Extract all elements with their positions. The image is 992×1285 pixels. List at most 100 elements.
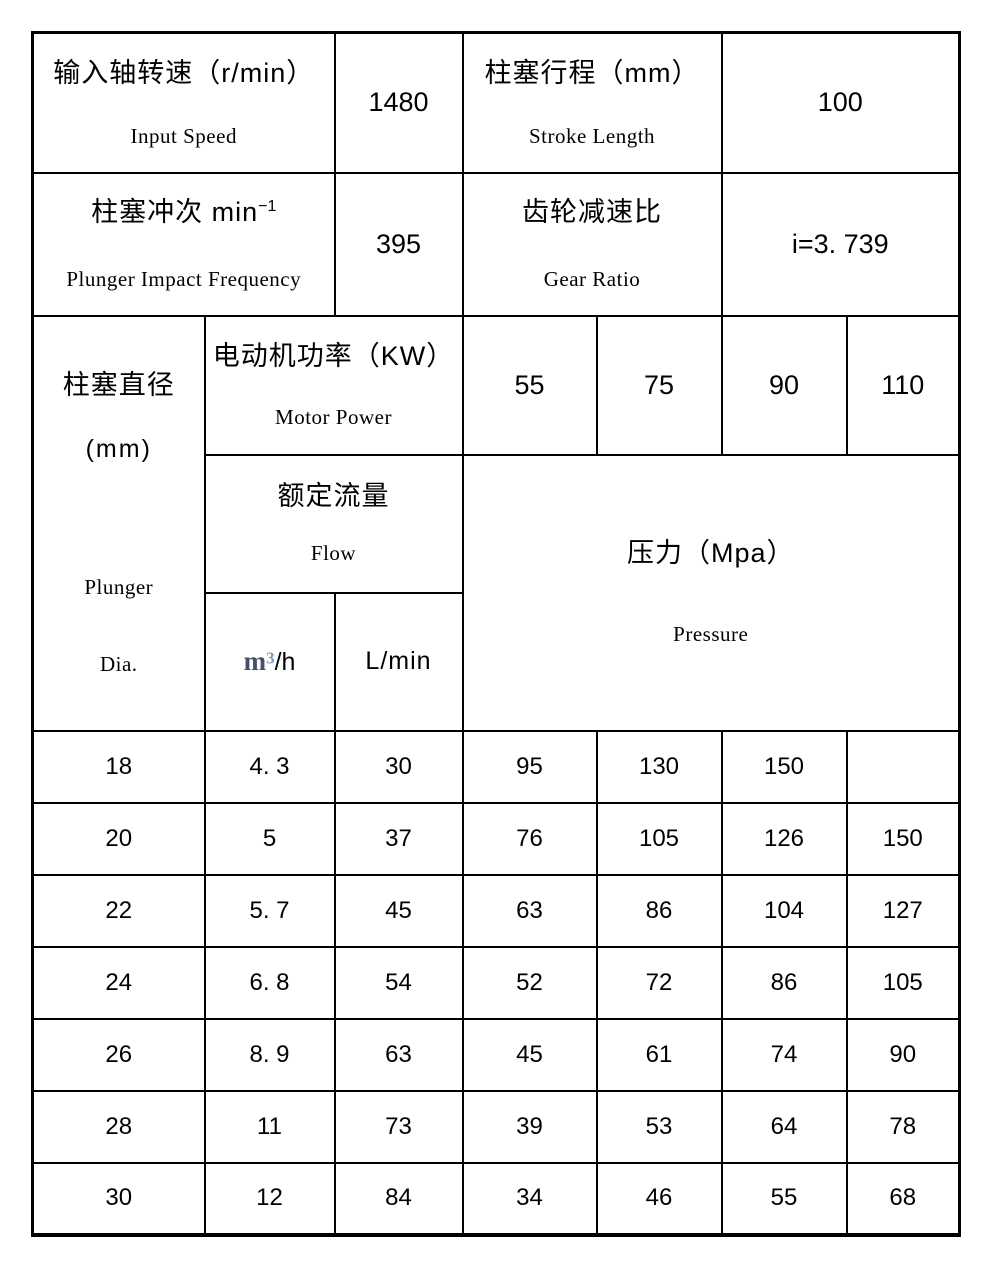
pressure-cell: 压力（Mpa） Pressure xyxy=(461,453,961,732)
input-speed-label-zh: 输入轴转速（r/min） xyxy=(53,57,315,88)
flow-unit-m3h: m3/h xyxy=(203,591,336,732)
flow-lmin-28: 73 xyxy=(333,1089,464,1164)
pressure-55kw-20: 76 xyxy=(461,801,598,876)
header-row-motor-power: 柱塞直径 (mm) Plunger Dia. 电动机功率（KW） Motor P… xyxy=(31,314,961,732)
gear-ratio-value: i=3. 739 xyxy=(720,171,961,317)
impact-frequency-superscript: −1 xyxy=(258,197,277,215)
gear-ratio-cell: 齿轮减速比 Gear Ratio xyxy=(461,171,723,317)
flow-m3h-26: 8. 9 xyxy=(203,1017,336,1092)
flow-unit-m3-base: m xyxy=(243,646,267,676)
flow-lmin-20: 37 xyxy=(333,801,464,876)
flow-m3h-20: 5 xyxy=(203,801,336,876)
pressure-110kw-20: 150 xyxy=(845,801,961,876)
input-speed-cell: 输入轴转速（r/min） Input Speed xyxy=(31,31,336,174)
stroke-length-value: 100 xyxy=(720,31,961,174)
data-row-18: 18 4. 3 30 95 130 150 xyxy=(31,729,961,804)
motor-power-value-75: 75 xyxy=(595,314,723,456)
header-row-input-speed: 输入轴转速（r/min） Input Speed 1480 柱塞行程（mm） S… xyxy=(31,31,961,174)
pressure-label-zh: 压力（Mpa） xyxy=(626,538,795,569)
pressure-90kw-20: 126 xyxy=(720,801,848,876)
pressure-90kw-30: 55 xyxy=(720,1161,848,1236)
plunger-dia-24: 24 xyxy=(31,945,206,1020)
pressure-75kw-26: 61 xyxy=(595,1017,723,1092)
pressure-110kw-28: 78 xyxy=(845,1089,961,1164)
impact-frequency-label-en: Plunger Impact Frequency xyxy=(66,266,302,291)
data-row-30: 30 12 84 34 46 55 68 xyxy=(31,1161,961,1236)
pressure-110kw-24: 105 xyxy=(845,945,961,1020)
pressure-90kw-26: 74 xyxy=(720,1017,848,1092)
pressure-75kw-24: 72 xyxy=(595,945,723,1020)
gear-ratio-label-zh: 齿轮减速比 xyxy=(522,196,662,227)
pressure-55kw-30: 34 xyxy=(461,1161,598,1236)
plunger-dia-label-zh: 柱塞直径 xyxy=(62,370,175,400)
header-row-impact-frequency: 柱塞冲次 min−1 Plunger Impact Frequency 395 … xyxy=(31,171,961,317)
motor-power-value-55: 55 xyxy=(461,314,598,456)
flow-lmin-30: 84 xyxy=(333,1161,464,1236)
motor-power-value-90: 90 xyxy=(720,314,848,456)
plunger-dia-18: 18 xyxy=(31,729,206,804)
input-speed-label-en: Input Speed xyxy=(130,123,237,148)
flow-label-zh: 额定流量 xyxy=(277,481,390,512)
pressure-110kw-18 xyxy=(845,729,961,804)
plunger-dia-30: 30 xyxy=(31,1161,206,1236)
flow-unit-m3-suffix: /h xyxy=(274,648,296,676)
pressure-55kw-26: 45 xyxy=(461,1017,598,1092)
pressure-110kw-22: 127 xyxy=(845,873,961,948)
pump-spec-table: 输入轴转速（r/min） Input Speed 1480 柱塞行程（mm） S… xyxy=(31,31,962,1237)
flow-unit-m3-superscript: 3 xyxy=(266,648,275,668)
stroke-length-label-en: Stroke Length xyxy=(528,123,656,148)
pressure-90kw-22: 104 xyxy=(720,873,848,948)
pressure-90kw-24: 86 xyxy=(720,945,848,1020)
motor-power-label-zh: 电动机功率（KW） xyxy=(212,340,455,371)
pressure-55kw-28: 39 xyxy=(461,1089,598,1164)
pressure-90kw-18: 150 xyxy=(720,729,848,804)
pressure-90kw-28: 64 xyxy=(720,1089,848,1164)
input-speed-value: 1480 xyxy=(333,31,464,174)
plunger-dia-unit: (mm) xyxy=(85,435,152,464)
motor-power-label-en: Motor Power xyxy=(275,404,392,429)
header-row-flow-units: m3/h L/min xyxy=(33,591,960,732)
flow-cell: 额定流量 Flow xyxy=(203,453,464,594)
plunger-dia-label-en-line1: Plunger xyxy=(84,574,154,599)
pressure-55kw-22: 63 xyxy=(461,873,598,948)
data-row-26: 26 8. 9 63 45 61 74 90 xyxy=(31,1017,961,1092)
flow-lmin-22: 45 xyxy=(333,873,464,948)
gear-ratio-label-en: Gear Ratio xyxy=(543,266,641,291)
pressure-75kw-18: 130 xyxy=(595,729,723,804)
header-row-flow: 额定流量 Flow 压力（Mpa） Pressure xyxy=(33,453,961,732)
flow-unit-lmin: L/min xyxy=(333,591,464,732)
flow-label-en: Flow xyxy=(310,541,357,566)
flow-m3h-28: 11 xyxy=(203,1089,336,1164)
plunger-dia-22: 22 xyxy=(31,873,206,948)
flow-m3h-30: 12 xyxy=(203,1161,336,1236)
data-row-22: 22 5. 7 45 63 86 104 127 xyxy=(31,873,961,948)
flow-lmin-24: 54 xyxy=(333,945,464,1020)
stroke-length-cell: 柱塞行程（mm） Stroke Length xyxy=(461,31,723,174)
pressure-75kw-20: 105 xyxy=(595,801,723,876)
pressure-110kw-26: 90 xyxy=(845,1017,961,1092)
pressure-55kw-24: 52 xyxy=(461,945,598,1020)
stroke-length-label-zh: 柱塞行程（mm） xyxy=(484,57,700,88)
impact-frequency-label-zh: 柱塞冲次 min−1 xyxy=(35,196,333,228)
flow-m3h-22: 5. 7 xyxy=(203,873,336,948)
impact-frequency-label-zh-text: 柱塞冲次 min xyxy=(91,196,259,227)
motor-power-value-110: 110 xyxy=(845,314,961,456)
flow-lmin-18: 30 xyxy=(333,729,464,804)
pressure-75kw-30: 46 xyxy=(595,1161,723,1236)
pressure-75kw-28: 53 xyxy=(595,1089,723,1164)
pressure-55kw-18: 95 xyxy=(461,729,598,804)
flow-lmin-26: 63 xyxy=(333,1017,464,1092)
plunger-dia-cell: 柱塞直径 (mm) Plunger Dia. xyxy=(31,314,206,732)
plunger-dia-26: 26 xyxy=(31,1017,206,1092)
pressure-110kw-30: 68 xyxy=(845,1161,961,1236)
data-row-28: 28 11 73 39 53 64 78 xyxy=(31,1089,961,1164)
flow-m3h-24: 6. 8 xyxy=(203,945,336,1020)
plunger-dia-28: 28 xyxy=(31,1089,206,1164)
data-row-24: 24 6. 8 54 52 72 86 105 xyxy=(31,945,961,1020)
impact-frequency-value: 395 xyxy=(333,171,464,317)
flow-m3h-18: 4. 3 xyxy=(203,729,336,804)
plunger-dia-label-en-line2: Dia. xyxy=(99,651,138,676)
motor-power-cell: 电动机功率（KW） Motor Power xyxy=(203,314,464,456)
pressure-label-en: Pressure xyxy=(673,622,749,647)
